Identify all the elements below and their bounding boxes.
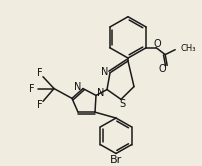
Text: F: F (37, 100, 43, 110)
Text: F: F (29, 83, 35, 94)
Text: N: N (74, 82, 82, 92)
Text: N: N (101, 67, 109, 77)
Text: O: O (158, 64, 166, 74)
Text: O: O (153, 39, 161, 49)
Text: CH₃: CH₃ (180, 44, 196, 53)
Text: S: S (119, 99, 125, 109)
Text: N: N (97, 88, 105, 98)
Text: Br: Br (110, 155, 122, 165)
Text: F: F (37, 68, 43, 78)
